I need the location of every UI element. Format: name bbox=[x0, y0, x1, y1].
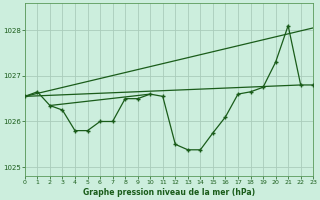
X-axis label: Graphe pression niveau de la mer (hPa): Graphe pression niveau de la mer (hPa) bbox=[83, 188, 255, 197]
